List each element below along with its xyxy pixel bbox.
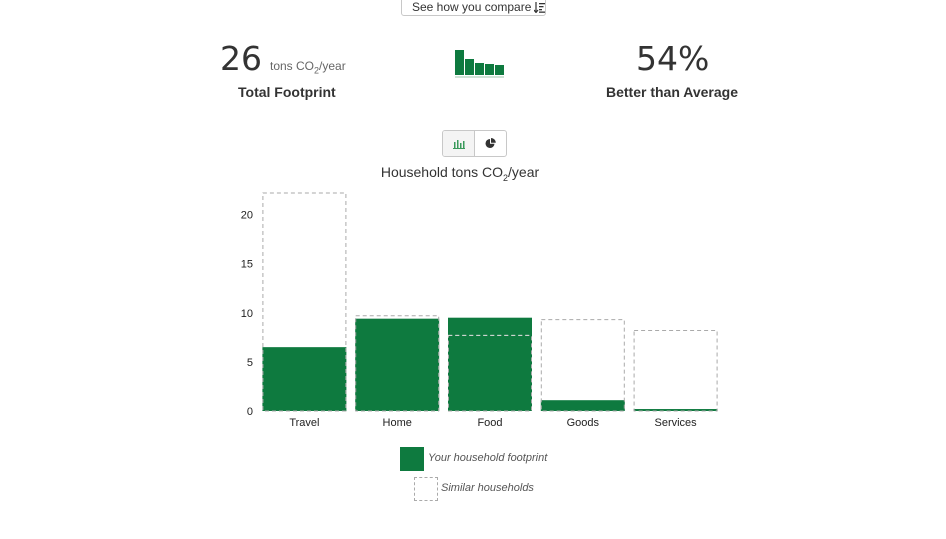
y-tick-label: 15 — [241, 259, 253, 271]
mini-bar-chart-icon — [455, 50, 504, 78]
x-tick-label-food: Food — [477, 417, 502, 429]
bar-similar-households-travel — [262, 192, 347, 412]
y-tick-label: 5 — [247, 357, 253, 369]
legend-swatch-your-household — [400, 447, 424, 471]
bar-your-household-food — [448, 317, 532, 411]
total-footprint-value: 26 — [220, 39, 262, 78]
bar-similar-households-home — [355, 315, 440, 412]
bar-your-household-home — [355, 318, 440, 411]
y-tick-label: 20 — [241, 210, 253, 222]
legend-swatch-similar-households — [414, 477, 438, 501]
see-how-you-compare-button[interactable]: See how you compare — [401, 0, 546, 16]
sort-descending-icon — [533, 2, 546, 14]
legend-label-similar-households: Similar households — [441, 482, 534, 494]
total-footprint-unit: tons CO2/year — [270, 59, 346, 76]
better-than-average-label: Better than Average — [606, 84, 739, 100]
chart-view-toggle — [442, 130, 507, 157]
legend-label-your-household: Your household footprint — [428, 452, 548, 464]
bar-your-household-goods — [540, 400, 625, 411]
pie-chart-icon — [485, 138, 496, 148]
better-than-average-value: 54% — [636, 39, 710, 78]
bar-view-button[interactable] — [443, 131, 475, 156]
bar-similar-households-food — [448, 334, 532, 412]
bar-your-household-services — [633, 409, 718, 411]
x-tick-label-services: Services — [655, 417, 698, 429]
bar-similar-households-services — [633, 329, 718, 412]
x-tick-label-home: Home — [383, 417, 412, 429]
bar-similar-households-goods — [540, 319, 625, 412]
bar-your-household-travel — [262, 347, 347, 411]
x-tick-label-travel: Travel — [289, 417, 319, 429]
total-footprint-label: Total Footprint — [238, 84, 336, 100]
x-tick-label-goods: Goods — [567, 417, 600, 429]
bar-chart-icon — [452, 139, 465, 149]
y-tick-label: 0 — [247, 406, 253, 418]
chart-title: Household tons CO2/year — [380, 164, 540, 183]
y-tick-label: 10 — [241, 308, 253, 320]
pie-view-button[interactable] — [475, 131, 506, 156]
compare-button-label: See how you compare — [412, 0, 532, 14]
